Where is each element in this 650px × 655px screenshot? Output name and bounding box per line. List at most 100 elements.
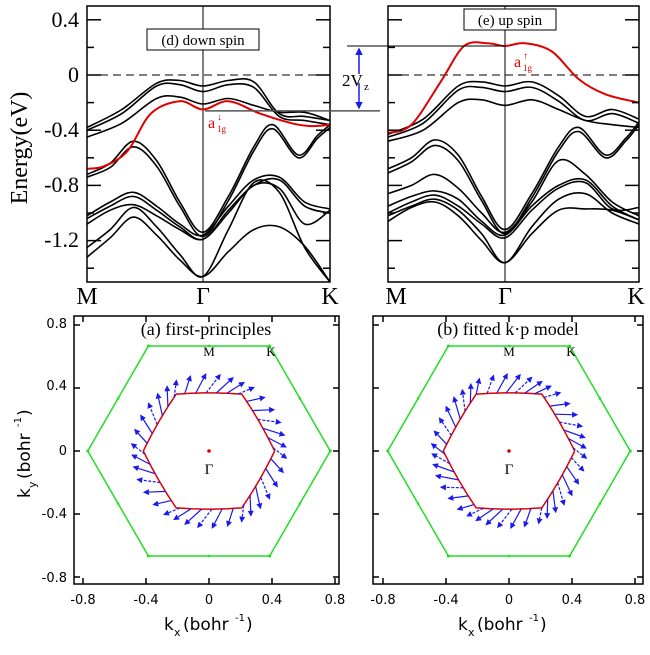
x-axis-label-sub: x xyxy=(174,626,181,639)
y-axis-label-sup: -1 xyxy=(13,417,24,427)
spin-texture-arrow xyxy=(544,498,551,520)
y-ticks xyxy=(87,19,330,269)
y-axis-label-main: k xyxy=(15,488,35,498)
band-label-sub: 1g xyxy=(523,63,533,73)
title-box-frame xyxy=(146,28,260,51)
brillouin-zone-plot: M K Γ xyxy=(386,344,632,558)
x-tick-label-gamma: Γ xyxy=(498,284,512,310)
spin-texture-arrow xyxy=(475,508,494,522)
band-line xyxy=(87,216,330,282)
band-line xyxy=(388,124,639,235)
y-tick-label: 0.4 xyxy=(52,7,80,32)
spin-texture-arrow xyxy=(239,504,246,523)
spin-texture-arrow xyxy=(557,482,566,506)
fermi-contour xyxy=(142,392,276,510)
band-line xyxy=(388,80,639,136)
x-tick-label: 0.8 xyxy=(625,593,646,608)
x-tick-label-k: K xyxy=(627,284,645,310)
x-tick-label: 0.8 xyxy=(325,593,346,608)
band-line xyxy=(87,174,330,237)
bz-midpoint-marker xyxy=(507,344,511,348)
bz-midpoint-marker xyxy=(507,554,511,558)
spin-texture-arrow xyxy=(131,454,151,465)
spin-texture-arrow xyxy=(563,429,586,439)
bz-midpoint-marker xyxy=(598,502,602,505)
band-lines xyxy=(87,6,330,282)
spin-texture-arrow xyxy=(272,447,288,459)
x-tick-label: 0.4 xyxy=(262,593,283,608)
plot-frame xyxy=(73,315,340,585)
spin-texture-arrow xyxy=(430,443,446,455)
spin-texture-arrow xyxy=(140,414,153,434)
axis-ticks xyxy=(74,316,339,584)
x-tick-label: 0 xyxy=(205,593,213,608)
spin-texture-arrow xyxy=(238,386,255,395)
panel-title: (b) fitted k·p model xyxy=(437,319,578,340)
spin-texture-arrow xyxy=(524,380,543,394)
y-axis-label-sub: y xyxy=(26,481,39,488)
spin-texture-arrow xyxy=(570,457,585,472)
gamma-point-marker xyxy=(207,449,211,453)
bz-vertex-marker xyxy=(328,449,332,453)
spin-texture-arrow xyxy=(497,508,513,529)
spin-texture-arrow xyxy=(184,374,192,394)
spin-texture-arrow xyxy=(549,401,571,408)
spin-texture-arrow xyxy=(536,507,543,525)
band-label-main: a xyxy=(208,115,215,132)
spin-texture-arrow xyxy=(267,437,287,448)
y-tick-label: -0.8 xyxy=(42,571,67,586)
y-axis-label: k y (bohr -1 ) xyxy=(13,409,39,498)
spin-texture-arrow xyxy=(566,466,580,485)
spin-texture-arrow xyxy=(132,465,156,475)
band-line xyxy=(388,177,639,237)
panel-a-first-principles: M K Γ (a) first-principles 0.8 0.4 0 -0.4 … xyxy=(13,315,345,639)
band-line xyxy=(87,123,330,234)
band-line xyxy=(388,121,639,231)
x-tick-label: 0 xyxy=(505,593,513,608)
spin-texture-arrow xyxy=(543,391,562,398)
x-axis-label-sup: -1 xyxy=(529,613,539,624)
spin-texture-arrow xyxy=(431,453,450,465)
x-tick-labels: -0.8 -0.4 0 0.4 0.8 xyxy=(370,593,645,608)
x-axis-label: k x (bohr -1 ) xyxy=(458,613,547,639)
bz-vertex-marker xyxy=(446,554,450,558)
spin-texture-arrow xyxy=(197,508,213,529)
spin-texture-arrow xyxy=(136,477,161,484)
spin-texture-arrow xyxy=(534,385,552,395)
spin-texture-arrow xyxy=(246,395,266,402)
spin-texture-arrow xyxy=(439,484,464,491)
bz-midpoint-marker xyxy=(207,344,211,348)
bz-midpoint-marker xyxy=(116,502,120,505)
spin-texture-arrow xyxy=(262,427,286,437)
x-axis-label-unit: (bohr xyxy=(183,615,229,635)
x-axis-label-sup: -1 xyxy=(235,613,245,624)
spin-texture-arrow xyxy=(510,508,522,529)
spin-texture-arrow xyxy=(147,402,158,425)
spin-texture-arrow xyxy=(252,406,276,413)
y-axis-label-close: ) xyxy=(15,409,35,416)
spin-texture-arrow xyxy=(226,381,245,394)
band-label-sup: ↑ xyxy=(523,51,528,62)
bz-vertex-marker xyxy=(86,449,90,453)
bz-vertex-marker xyxy=(268,554,272,558)
spin-texture-arrow xyxy=(505,373,521,394)
x-axis-label-unit: (bohr xyxy=(477,615,523,635)
panel-title: (a) first-principles xyxy=(141,319,271,340)
x-axis-label: k x (bohr -1 ) xyxy=(164,613,253,639)
bz-vertex-marker xyxy=(568,554,572,558)
plot-frame xyxy=(387,5,640,283)
x-tick-label: -0.8 xyxy=(70,593,95,608)
band-lines xyxy=(388,6,639,282)
spin-texture-arrow xyxy=(155,392,163,416)
plot-frame xyxy=(372,315,644,585)
panel-e-up-spin-bands: (e) up spin M Γ K a 1g ↑ xyxy=(385,5,645,310)
high-symmetry-label-k: K xyxy=(566,344,576,359)
x-tick-labels: -0.8 -0.4 0 0.4 0.8 xyxy=(70,593,345,608)
x-axis-label-main: k xyxy=(164,615,174,635)
bz-vertex-marker xyxy=(146,554,150,558)
spin-texture-arrow xyxy=(467,382,474,404)
y-ticks xyxy=(388,19,639,269)
y-tick-labels: 0.4 0 -0.4 -0.8 -1.2 xyxy=(44,7,79,252)
highlight-band-line xyxy=(87,100,330,170)
spin-texture-arrow xyxy=(247,495,254,517)
